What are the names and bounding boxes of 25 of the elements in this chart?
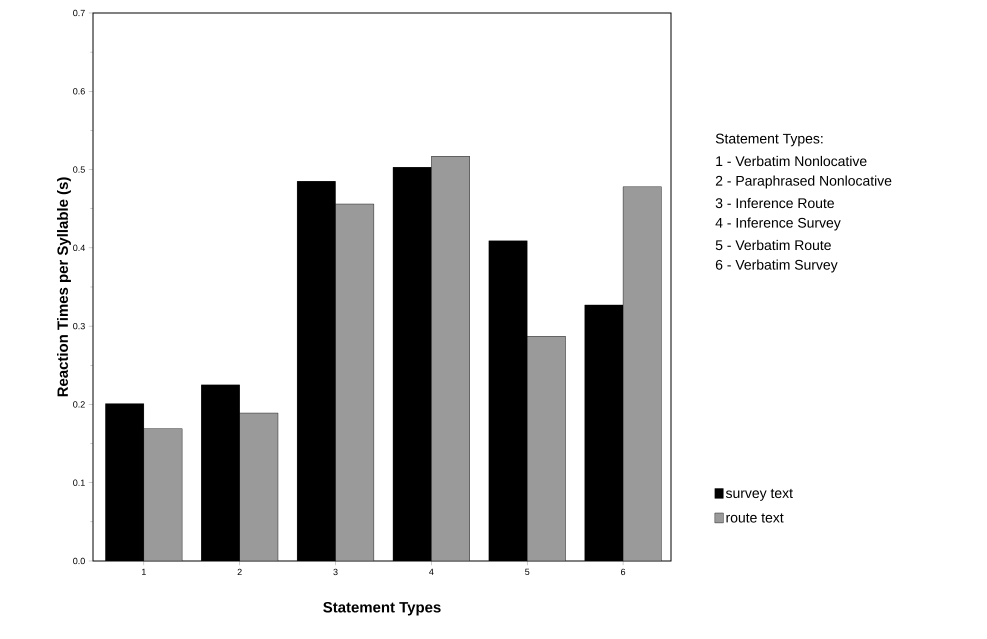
y-tick-label: 0.0 <box>73 558 85 564</box>
y-tick-label: 0.3 <box>73 322 85 330</box>
y-tick-label: 0.4 <box>73 244 85 252</box>
x-axis-title: Statement Types <box>323 602 441 616</box>
y-tick-label: 0.2 <box>73 401 85 408</box>
x-tick-label: 6 <box>621 568 626 576</box>
y-axis-title: Reaction Times per Syllable (s) <box>57 177 71 396</box>
legend-label: route text <box>726 513 784 523</box>
y-tick-label: 0.5 <box>73 166 85 173</box>
x-tick-label: 3 <box>333 568 338 576</box>
y-tick-label: 0.6 <box>73 88 85 94</box>
text: 3 - Inference Route <box>716 198 834 208</box>
legend-label: survey text <box>726 488 793 501</box>
text: 1 - Verbatim Nonlocative <box>716 156 867 166</box>
y-tick-label: 0.1 <box>73 480 85 486</box>
text: 5 - Verbatim Route <box>716 240 831 250</box>
text: 6 - Verbatim Survey <box>716 259 838 272</box>
text: 2 - Paraphrased Nonlocative <box>716 175 892 188</box>
x-tick-label: 2 <box>238 568 242 576</box>
y-tick-label: 0.7 <box>73 10 85 16</box>
x-tick-label: 1 <box>142 568 146 575</box>
x-tick-label: 5 <box>525 568 530 576</box>
text: 4 - Inference Survey <box>716 217 841 230</box>
x-tick-label: 4 <box>429 568 434 575</box>
text: Statement Types: <box>716 134 822 146</box>
